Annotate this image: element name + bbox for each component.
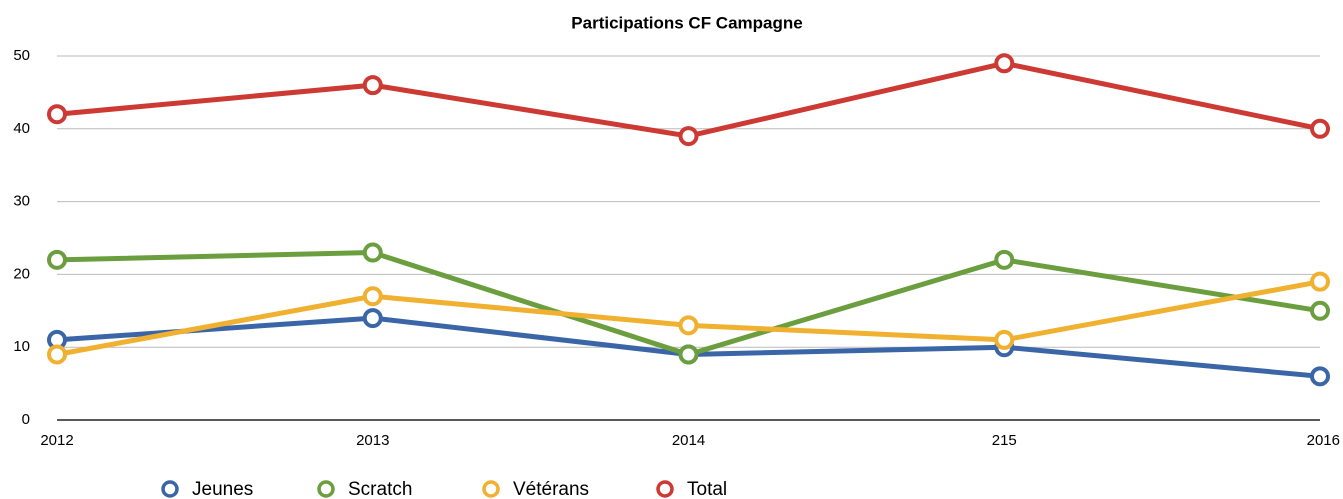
x-tick-label: 2014	[672, 432, 705, 449]
data-point	[47, 344, 67, 365]
legend-label: Vétérans	[513, 479, 589, 499]
data-point	[362, 75, 383, 96]
x-tick-label: 2016	[1307, 432, 1340, 449]
series-line	[56, 250, 1321, 357]
y-tick-label: 30	[13, 193, 30, 210]
data-point	[362, 286, 383, 307]
data-point	[1310, 366, 1330, 387]
chart-title: Participations CF Campagne	[571, 13, 802, 32]
series-line	[56, 60, 1321, 139]
y-tick-label: 10	[13, 338, 30, 355]
legend-marker	[317, 480, 335, 498]
data-point	[1310, 300, 1330, 321]
data-point	[678, 315, 699, 336]
y-tick-label: 50	[13, 47, 30, 64]
data-point	[1310, 271, 1330, 292]
data-point	[994, 329, 1015, 350]
data-point	[47, 249, 67, 270]
legend-label: Total	[687, 479, 727, 499]
data-point	[47, 104, 67, 125]
legend-label: Scratch	[348, 479, 412, 499]
legend-marker	[161, 480, 179, 498]
x-tick-label: 215	[992, 432, 1017, 449]
y-tick-label: 20	[13, 265, 30, 282]
legend-marker	[656, 480, 674, 498]
legend-marker	[482, 480, 500, 498]
legend-label: Jeunes	[192, 479, 253, 499]
y-tick-label: 0	[22, 411, 30, 428]
data-point	[994, 249, 1015, 270]
data-point	[362, 242, 383, 263]
data-point	[678, 126, 699, 147]
data-point	[362, 308, 383, 329]
y-tick-label: 40	[13, 120, 30, 137]
data-point	[678, 344, 699, 365]
data-point	[1310, 118, 1330, 139]
x-tick-label: 2012	[40, 432, 73, 449]
x-tick-label: 2013	[356, 432, 389, 449]
data-point	[994, 53, 1015, 74]
